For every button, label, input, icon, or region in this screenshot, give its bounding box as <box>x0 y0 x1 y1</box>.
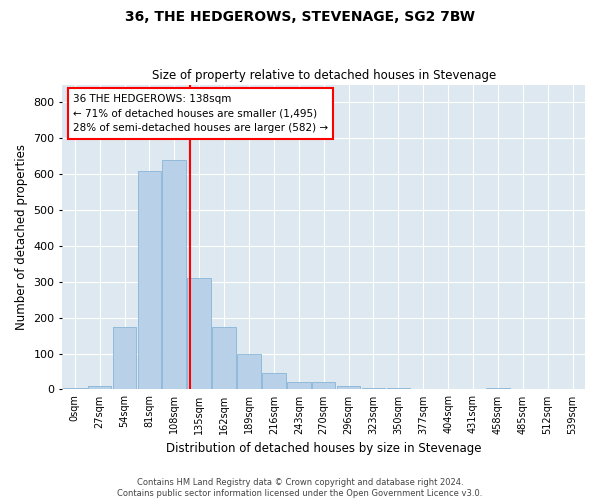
Text: Contains HM Land Registry data © Crown copyright and database right 2024.
Contai: Contains HM Land Registry data © Crown c… <box>118 478 482 498</box>
Text: 36, THE HEDGEROWS, STEVENAGE, SG2 7BW: 36, THE HEDGEROWS, STEVENAGE, SG2 7BW <box>125 10 475 24</box>
Bar <box>287 382 311 390</box>
Bar <box>362 388 385 390</box>
Bar <box>262 374 286 390</box>
X-axis label: Distribution of detached houses by size in Stevenage: Distribution of detached houses by size … <box>166 442 481 455</box>
Bar <box>237 354 261 390</box>
Bar <box>163 160 186 390</box>
Bar <box>137 170 161 390</box>
Bar <box>337 386 361 390</box>
Bar <box>113 326 136 390</box>
Bar <box>386 388 410 390</box>
Bar <box>312 382 335 390</box>
Bar <box>63 388 86 390</box>
Title: Size of property relative to detached houses in Stevenage: Size of property relative to detached ho… <box>152 69 496 82</box>
Text: 36 THE HEDGEROWS: 138sqm
← 71% of detached houses are smaller (1,495)
28% of sem: 36 THE HEDGEROWS: 138sqm ← 71% of detach… <box>73 94 328 134</box>
Bar <box>212 326 236 390</box>
Y-axis label: Number of detached properties: Number of detached properties <box>15 144 28 330</box>
Bar <box>486 388 510 390</box>
Bar <box>88 386 112 390</box>
Bar <box>187 278 211 390</box>
